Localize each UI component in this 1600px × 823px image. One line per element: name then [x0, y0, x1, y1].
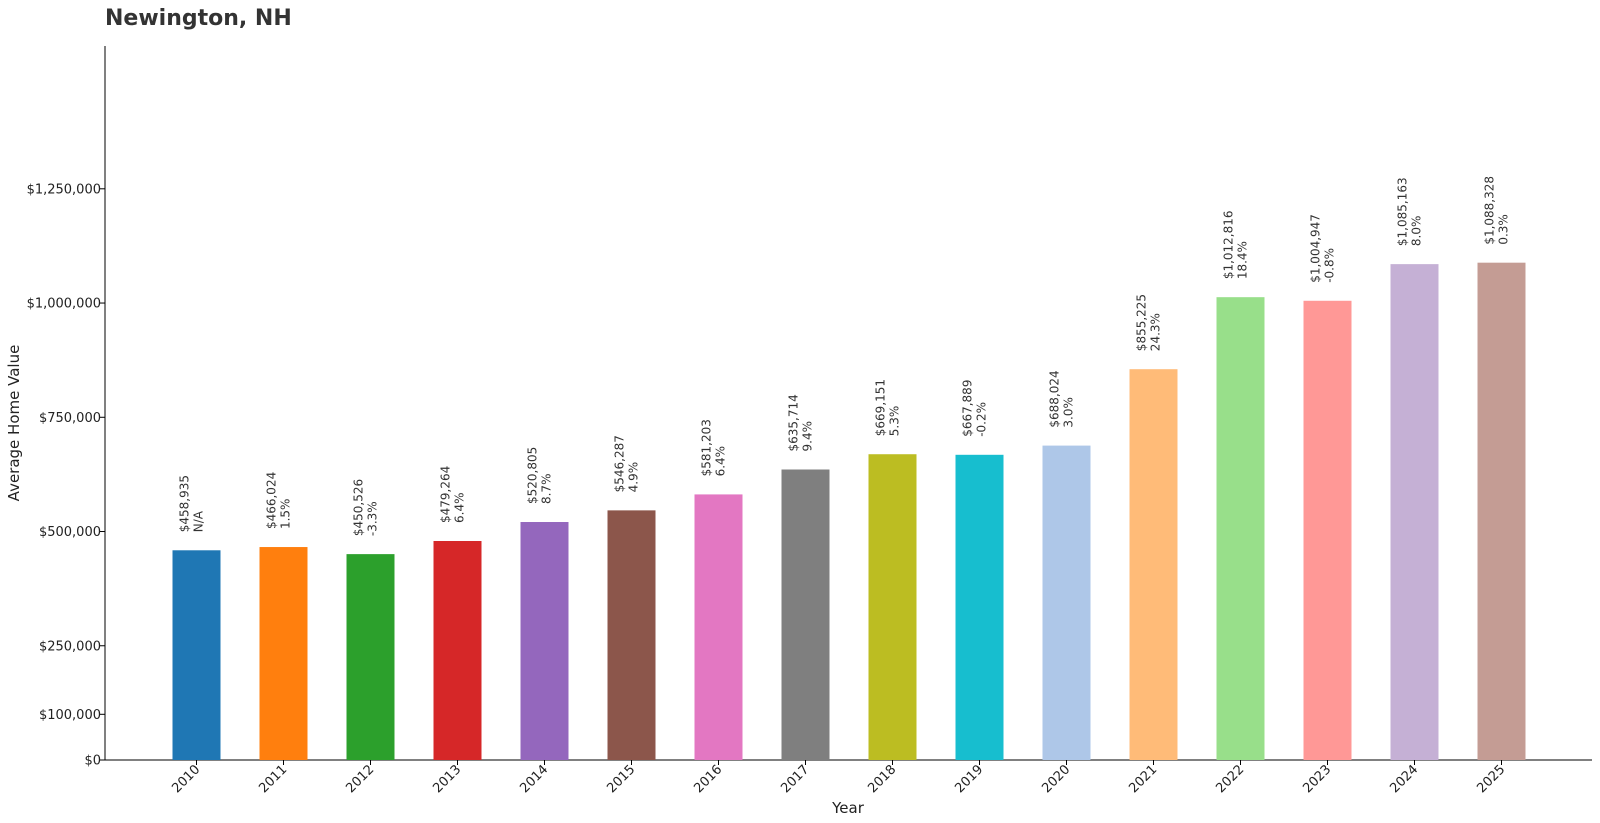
bar-value-label: $688,024 [1048, 370, 1062, 427]
y-tick-label: $500,000 [39, 525, 101, 540]
bar-value-label: $458,935 [178, 475, 192, 532]
bar-label-2020: $688,024 3.0% [1048, 370, 1076, 427]
x-tick-label: 2025 [1474, 762, 1508, 796]
x-tick-label: 2023 [1300, 762, 1334, 796]
bar-label-2014: $520,805 8.7% [526, 447, 554, 504]
bar-label-2018: $669,151 5.3% [874, 379, 902, 436]
bar-label-2021: $855,225 24.3% [1135, 294, 1163, 351]
x-axis-label: Year [831, 799, 865, 817]
bar-value-label: $667,889 [961, 380, 975, 437]
bar-value-label: $581,203 [700, 419, 714, 476]
bar-change-label: 8.7% [540, 474, 554, 505]
bar-label-2010: $458,935 N/A [178, 475, 206, 532]
bar-2010 [172, 550, 221, 760]
bar-2013 [433, 540, 482, 760]
bar-change-label: -0.2% [975, 402, 989, 437]
bar-change-label: 3.0% [1062, 397, 1076, 428]
bar-change-label: N/A [192, 510, 206, 532]
bar-2024 [1390, 264, 1439, 760]
x-tick-label: 2019 [952, 762, 986, 796]
bar-2018 [868, 454, 917, 760]
x-tick-label: 2022 [1213, 762, 1247, 796]
x-tick-label: 2020 [1039, 762, 1073, 796]
bar-change-label: 1.5% [279, 499, 293, 530]
y-axis-label: Average Home Value [5, 345, 23, 502]
bar-2014 [520, 522, 569, 760]
bar-value-label: $1,088,328 [1483, 176, 1497, 245]
bar-value-label: $466,024 [265, 472, 279, 529]
bar-label-2013: $479,264 6.4% [439, 466, 467, 523]
x-tick-label: 2016 [691, 762, 725, 796]
y-tick-label: $250,000 [39, 639, 101, 654]
bar-2021 [1129, 369, 1178, 760]
bars [172, 262, 1526, 760]
bar-change-label: 18.4% [1236, 241, 1250, 279]
bar-change-label: 0.3% [1497, 214, 1511, 245]
bar-2017 [781, 469, 830, 760]
x-tick-label: 2017 [778, 762, 812, 796]
bar-2015 [607, 510, 656, 760]
bar-value-label: $479,264 [439, 466, 453, 523]
bar-value-label: $520,805 [526, 447, 540, 504]
bar-change-label: 6.4% [453, 492, 467, 523]
bar-label-2015: $546,287 4.9% [613, 435, 641, 492]
bar-2011 [259, 547, 308, 760]
bar-labels: $458,935 N/A $466,024 1.5% $450,526 -3.3% $479… [178, 176, 1511, 536]
bar-value-label: $450,526 [352, 479, 366, 536]
bar-change-label: -0.8% [1323, 248, 1337, 283]
bar-value-label: $635,714 [787, 394, 801, 451]
bar-value-label: $1,012,816 [1222, 210, 1236, 279]
x-tick-label: 2010 [169, 762, 203, 796]
bar-change-label: -3.3% [366, 501, 380, 536]
bar-change-label: 6.4% [714, 446, 728, 477]
bar-label-2025: $1,088,328 0.3% [1483, 176, 1511, 245]
bar-change-label: 24.3% [1149, 313, 1163, 351]
x-tick-label: 2024 [1387, 762, 1421, 796]
bar-label-2012: $450,526 -3.3% [352, 479, 380, 536]
bar-change-label: 5.3% [888, 406, 902, 437]
x-tick-label: 2011 [256, 762, 290, 796]
chart-title: Newington, NH [105, 6, 292, 31]
y-tick-label: $100,000 [39, 708, 101, 723]
bar-2016 [694, 494, 743, 760]
bar-2020 [1042, 445, 1091, 760]
bar-value-label: $546,287 [613, 435, 627, 492]
x-axis: 2010 2011 2012 2013 2014 2015 2016 2017 2018 2019… [105, 759, 1592, 796]
bar-value-label: $669,151 [874, 379, 888, 436]
bar-change-label: 4.9% [627, 462, 641, 493]
y-tick-label: $1,250,000 [27, 182, 101, 197]
bar-change-label: 8.0% [1410, 216, 1424, 247]
x-tick-label: 2018 [865, 762, 899, 796]
x-tick-label: 2012 [343, 762, 377, 796]
bar-2025 [1477, 262, 1526, 760]
x-tick-label: 2013 [430, 762, 464, 796]
bar-label-2016: $581,203 6.4% [700, 419, 728, 476]
bar-label-2011: $466,024 1.5% [265, 472, 293, 529]
x-tick-label: 2015 [604, 762, 638, 796]
bar-2022 [1216, 297, 1265, 760]
y-axis: $0 $100,000 $250,000 $500,000 $750,000 $1,000… [27, 46, 106, 769]
bar-label-2017: $635,714 9.4% [787, 394, 815, 451]
x-tick-label: 2014 [517, 762, 551, 796]
y-tick-label: $0 [84, 754, 101, 769]
bar-2023 [1303, 300, 1352, 760]
bar-value-label: $1,004,947 [1309, 214, 1323, 283]
bar-2019 [955, 454, 1004, 760]
bar-change-label: 9.4% [801, 421, 815, 452]
x-tick-label: 2021 [1126, 762, 1160, 796]
bar-label-2024: $1,085,163 8.0% [1396, 177, 1424, 246]
bar-label-2019: $667,889 -0.2% [961, 380, 989, 437]
bar-label-2023: $1,004,947 -0.8% [1309, 214, 1337, 283]
bar-2012 [346, 554, 395, 760]
bar-value-label: $1,085,163 [1396, 177, 1410, 246]
bar-value-label: $855,225 [1135, 294, 1149, 351]
y-tick-label: $1,000,000 [27, 297, 101, 312]
y-tick-label: $750,000 [39, 411, 101, 426]
bar-label-2022: $1,012,816 18.4% [1222, 210, 1250, 279]
